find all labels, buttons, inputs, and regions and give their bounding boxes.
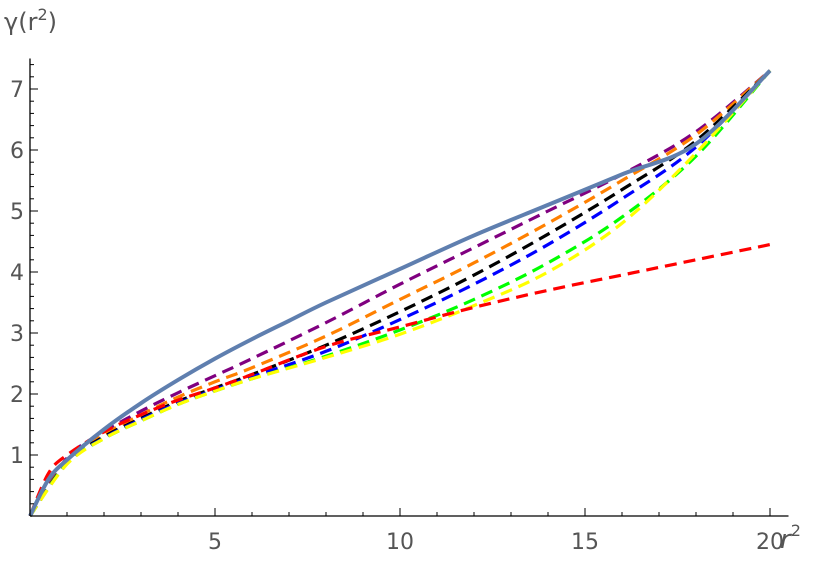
x-axis-label-sup: 2 xyxy=(791,521,801,540)
y-tick-label: 3 xyxy=(10,322,24,347)
series-line-3 xyxy=(28,69,772,517)
y-axis-label: γ(r2) xyxy=(4,5,57,36)
y-tick-label: 2 xyxy=(10,383,24,408)
y-tick-label: 1 xyxy=(10,444,24,469)
series-line-6 xyxy=(28,69,772,517)
y-axis-label-sup: 2 xyxy=(37,5,47,24)
x-tick-label: 10 xyxy=(386,530,414,555)
x-axis-label: r2 xyxy=(780,521,801,555)
y-tick-label: 4 xyxy=(10,261,24,286)
x-axis-label-main: r xyxy=(780,525,793,555)
series-line-5 xyxy=(28,69,772,517)
x-tick-label: 5 xyxy=(208,530,222,555)
axes-layer xyxy=(29,58,789,517)
y-axis-label-post: ) xyxy=(48,8,57,36)
series-line-2 xyxy=(28,69,772,517)
series-line-4 xyxy=(28,69,772,517)
y-axis-label-pre: γ(r xyxy=(4,8,38,36)
y-tick-label: 7 xyxy=(10,78,24,103)
y-tick-label: 6 xyxy=(10,139,24,164)
series-line-1 xyxy=(28,69,772,517)
y-tick-label: 5 xyxy=(10,200,24,225)
x-tick-label: 20 xyxy=(756,530,784,555)
series-line-7 xyxy=(28,242,771,517)
series-layer xyxy=(28,69,772,517)
ticks-layer: 5 10 15 20 1 2 3 4 5 6 7 xyxy=(10,64,784,555)
x-tick-label: 15 xyxy=(571,530,599,555)
series-line-0 xyxy=(28,69,772,517)
